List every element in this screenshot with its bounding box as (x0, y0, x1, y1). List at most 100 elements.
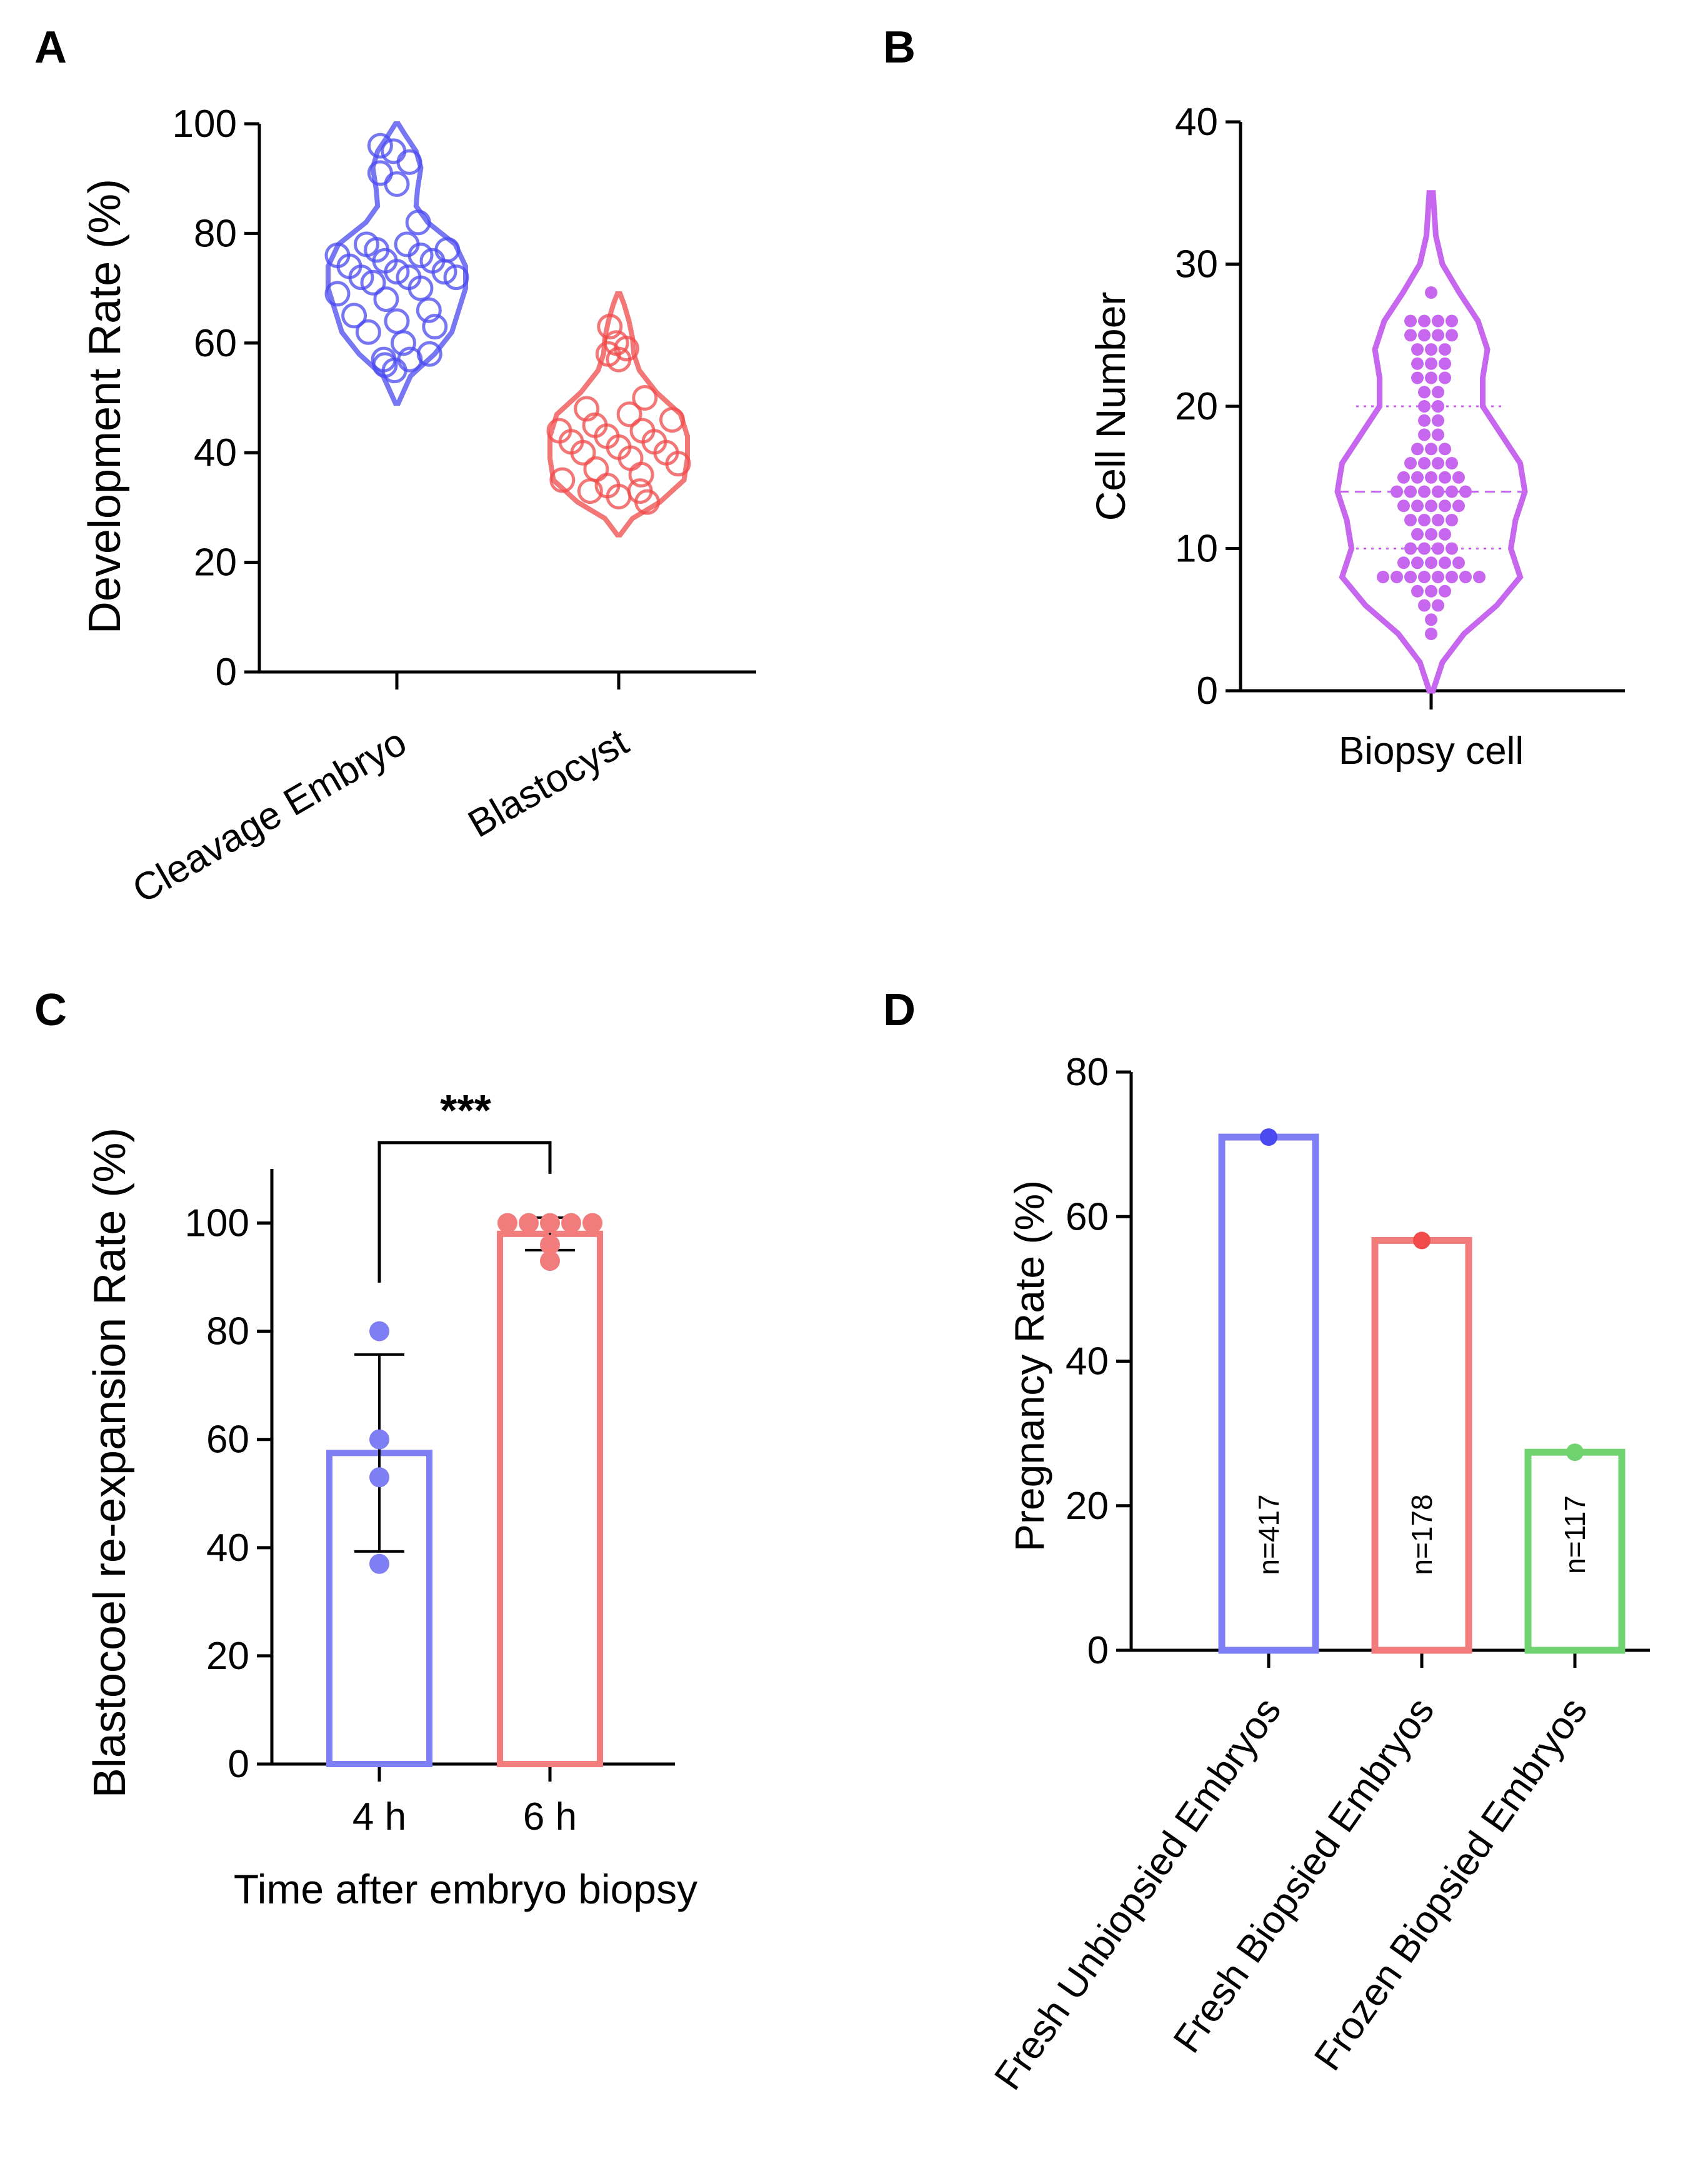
panel-d-data-point (1260, 1128, 1277, 1146)
panel-d-y-axis-title: Pregnancy Rate (%) (1006, 1180, 1052, 1552)
panel-c-category-label: 6 h (523, 1795, 577, 1838)
panel-b-data-point (1418, 542, 1431, 555)
panel-b-data-point (1432, 485, 1444, 498)
panel-c-data-point (582, 1213, 602, 1233)
panel-b-data-point (1404, 514, 1417, 526)
panel-b-data-point (1473, 571, 1486, 583)
panel-b-data-point (1418, 314, 1431, 328)
panel-b-data-point (1432, 386, 1444, 399)
panel-b-data-point (1404, 329, 1417, 342)
panel-b-data-point (1404, 571, 1417, 583)
panel-c-data-point (497, 1213, 517, 1233)
panel-c-data-point (369, 1321, 389, 1341)
panel-c-y-tick-label: 60 (206, 1418, 249, 1462)
panel-a-data-point (381, 358, 407, 384)
panel-d-category-label: Fresh Unbiopsied Embryos (986, 1690, 1289, 2097)
panel-a-data-point (373, 286, 399, 313)
panel-b-data-point (1432, 571, 1444, 583)
panel-b-data-point (1418, 428, 1431, 441)
panel-a-data-point (348, 264, 374, 291)
panel-b-y-tick-label: 20 (1175, 385, 1218, 428)
panel-b-data-point (1425, 584, 1437, 598)
panel-a-data-point (355, 319, 381, 345)
panel-b-y-tick-label: 0 (1197, 669, 1218, 713)
panel-b-data-point (1418, 457, 1431, 469)
panel-b-y-axis-title: Cell Number (1087, 292, 1134, 521)
panel-d-bar-pregnancy-rate: Pregnancy Rate (%) 0 20 40 60 80 n=417 Fresh U… (986, 1051, 1650, 2098)
panel-d-y-tick-label: 20 (1066, 1485, 1109, 1528)
panel-d-data-point (1413, 1231, 1431, 1250)
panel-b-data-point (1411, 443, 1424, 456)
panel-a-data-point (422, 314, 448, 339)
panel-b-data-point (1411, 499, 1424, 513)
panel-b-y-tick-label: 40 (1175, 101, 1218, 144)
panel-b-data-point (1425, 628, 1437, 640)
panel-b-data-point (1404, 485, 1417, 498)
panel-b-data-point (1377, 571, 1389, 583)
panel-c-data-point (540, 1213, 560, 1233)
panel-c-data-point (561, 1213, 581, 1233)
panel-a-y-tick-label: 100 (172, 103, 237, 146)
panel-b-data-point (1439, 443, 1451, 456)
panel-b-data-point (1418, 599, 1431, 612)
panel-b-data-point (1432, 514, 1444, 526)
panel-d-y-tick-label: 0 (1087, 1629, 1109, 1672)
panel-b-data-point (1411, 357, 1424, 370)
panel-b-data-point (1418, 514, 1431, 526)
panel-a-y-tick-label: 20 (194, 541, 237, 584)
panel-b-data-point (1459, 571, 1472, 583)
panel-b-data-point (1446, 485, 1458, 498)
panel-b-data-point (1425, 357, 1437, 370)
panel-b-data-point (1439, 357, 1451, 370)
panel-c-y-axis-title: Blastocoel re-expansion Rate (%) (85, 1128, 135, 1798)
panel-b-data-point (1425, 371, 1437, 384)
panel-label-c: C (34, 985, 67, 1035)
panel-b-data-point (1432, 457, 1444, 469)
panel-c-x-axis-title: Time after embryo biopsy (234, 1866, 697, 1912)
panel-d-category-label: Fresh Biopsied Embryos (1166, 1690, 1443, 2060)
panel-b-data-point (1411, 528, 1424, 541)
panel-b-data-point (1411, 471, 1424, 484)
panel-b-data-point (1418, 329, 1431, 342)
panel-b-data-point (1439, 343, 1451, 356)
panel-a-data-point (665, 451, 691, 477)
panel-a-data-point (384, 259, 410, 285)
panel-a-data-point (577, 478, 603, 504)
panel-a-data-point (634, 489, 661, 515)
panel-a-y-tick-label: 40 (194, 431, 237, 474)
panel-b-data-point (1439, 528, 1451, 541)
panel-b-data-point (1425, 343, 1437, 356)
panel-b-data-point (1439, 371, 1451, 384)
panel-a-data-point (570, 439, 596, 466)
panel-b-data-point (1418, 386, 1431, 399)
panel-b-data-point (1432, 400, 1444, 413)
panel-a-data-point (367, 133, 393, 159)
panel-d-bar (1371, 1236, 1472, 1654)
panel-a-data-point (324, 281, 351, 307)
panel-a-y-tick-label: 80 (194, 212, 237, 255)
panel-b-data-point (1404, 457, 1417, 469)
panel-b-category-label: Biopsy cell (1339, 730, 1524, 773)
panel-c-data-point (540, 1235, 560, 1255)
panel-a-data-point (659, 407, 685, 433)
panel-b-violin-cell-number: Cell Number Biopsy cell 0 10 20 30 40 (1087, 101, 1625, 773)
panel-b-data-point (1439, 499, 1451, 513)
panel-b-data-point (1452, 499, 1465, 513)
panel-b-data-point (1446, 571, 1458, 583)
panel-b-violin-outline (1334, 190, 1528, 694)
panel-c-y-tick-label: 80 (206, 1310, 249, 1353)
panel-b-data-point (1397, 499, 1410, 513)
panel-b-data-point (1404, 542, 1417, 555)
panel-d-y-tick-label: 80 (1066, 1051, 1109, 1094)
panel-c-y-tick-label: 40 (206, 1527, 249, 1570)
panel-c-data-point (540, 1251, 560, 1271)
panel-b-data-point (1459, 485, 1472, 498)
panel-a-y-axis-title: Development Rate (%) (80, 179, 130, 634)
panel-b-data-point (1432, 414, 1444, 427)
panel-b-data-point (1425, 499, 1437, 513)
panel-b-data-point (1418, 571, 1431, 583)
panel-a-data-point (384, 308, 410, 334)
panel-a-data-point (396, 149, 422, 175)
panel-b-data-point (1418, 400, 1431, 413)
